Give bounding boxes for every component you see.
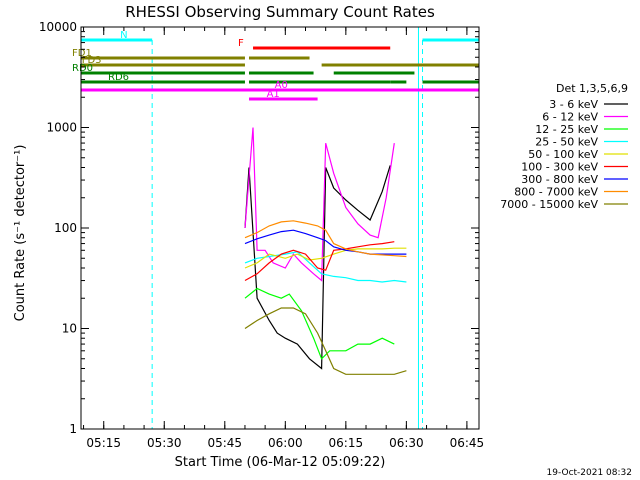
chart-title: RHESSI Observing Summary Count Rates [125,3,435,21]
y-tick-label: 10000 [39,20,77,34]
state-bar-label: RD0 [72,63,93,74]
state-bar-label: FD3 [82,55,102,66]
state-bar-label: FD1 [72,48,92,59]
series-line [244,251,407,283]
x-tick-label: 05:30 [147,436,182,450]
x-tick-label: 06:30 [389,436,424,450]
legend-label: 25 - 50 keV [535,136,598,149]
legend-label: 50 - 100 keV [528,148,598,161]
series-line [244,287,395,360]
legend-label: 7000 - 15000 keV [500,198,598,211]
legend-label: 12 - 25 keV [535,123,598,136]
series-line [244,247,407,269]
y-axis-label: Count Rate (s⁻¹ detector⁻¹) [13,145,28,322]
state-bar-label: A1 [267,89,280,100]
y-tick-label: 1 [69,422,77,436]
y-tick-label: 100 [54,221,77,235]
series-line [244,127,395,282]
series-line [244,229,407,255]
legend-label: 3 - 6 keV [549,98,598,111]
x-tick-label: 05:15 [86,436,121,450]
legend-label: 800 - 7000 keV [514,186,598,199]
legend-label: 100 - 300 keV [521,161,598,174]
y-tick-label: 1000 [46,121,77,135]
state-bar-label: N [120,30,127,41]
legend-title: Det 1,3,5,6,9 [556,82,628,95]
x-tick-label: 05:45 [207,436,242,450]
legend-label: 6 - 12 keV [542,111,598,124]
series-line [244,165,391,370]
y-tick-label: 10 [62,322,77,336]
legend-label: 300 - 800 keV [521,173,598,186]
x-tick-label: 06:45 [450,436,485,450]
chart-marks [244,127,407,375]
x-tick-label: 06:15 [329,436,364,450]
state-bar-label: F [238,38,244,49]
x-tick-label: 06:00 [268,436,303,450]
state-bar-label: RD6 [108,72,129,83]
series-line [244,307,407,375]
x-axis-label: Start Time (06-Mar-12 05:09:22) [175,455,386,470]
state-bar-label: A0 [275,80,288,91]
chart-axes: 1 10 100 1000 10000 05:15 05:30 05:45 06:00 06:15… [39,20,484,450]
series-line [244,241,395,282]
footer-date: 19-Oct-2021 08:32 [547,468,632,478]
series-line [244,220,407,258]
